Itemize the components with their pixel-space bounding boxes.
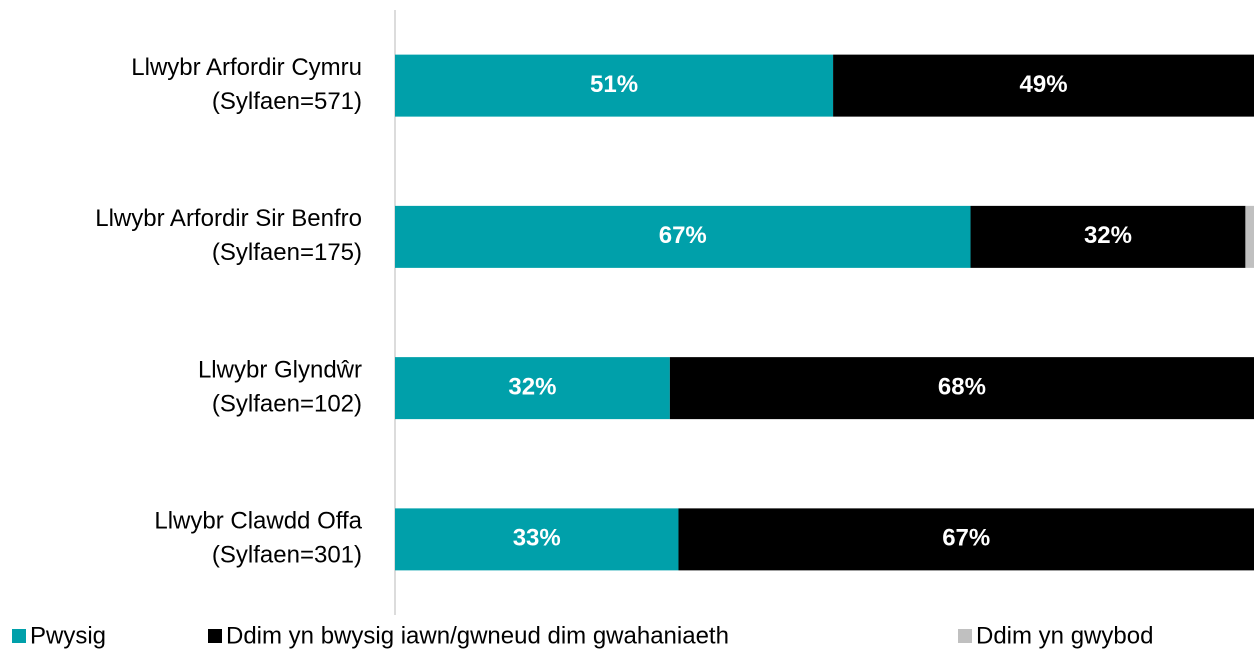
data-label: 32% [1084,222,1132,249]
data-label: 33% [513,525,561,552]
y-tick-label: Llwybr Arfordir Cymru [131,54,362,81]
bar-segment [395,54,834,117]
y-tick-label: Llwybr Glyndŵr [198,356,362,383]
y-tick-label: (Sylfaen=102) [212,390,362,417]
data-label: 49% [1020,71,1068,98]
bar-segment [1245,205,1254,268]
bar-segment [395,205,971,268]
legend-swatch [208,629,222,643]
legend-label: Pwysig [30,622,106,649]
data-label: 68% [938,373,986,400]
bar-segment [970,205,1246,268]
y-tick-label: Llwybr Clawdd Offa [154,508,362,535]
y-tick-label: (Sylfaen=175) [212,239,362,266]
bar-segment [395,357,670,420]
y-tick-label: (Sylfaen=301) [212,542,362,569]
bar-segment [678,508,1254,571]
legend-swatch [958,629,972,643]
bar-segment [669,357,1254,420]
legend-label: Ddim yn gwybod [976,622,1153,649]
y-tick-label: (Sylfaen=571) [212,88,362,115]
bar-segment [833,54,1254,117]
legend-label: Ddim yn bwysig iawn/gwneud dim gwahaniae… [226,622,729,649]
data-label: 51% [590,71,638,98]
bar-segment [395,508,679,571]
data-label: 32% [508,373,556,400]
y-tick-label: Llwybr Arfordir Sir Benfro [95,205,362,232]
data-label: 67% [659,222,707,249]
legend-swatch [12,629,26,643]
data-label: 67% [942,525,990,552]
